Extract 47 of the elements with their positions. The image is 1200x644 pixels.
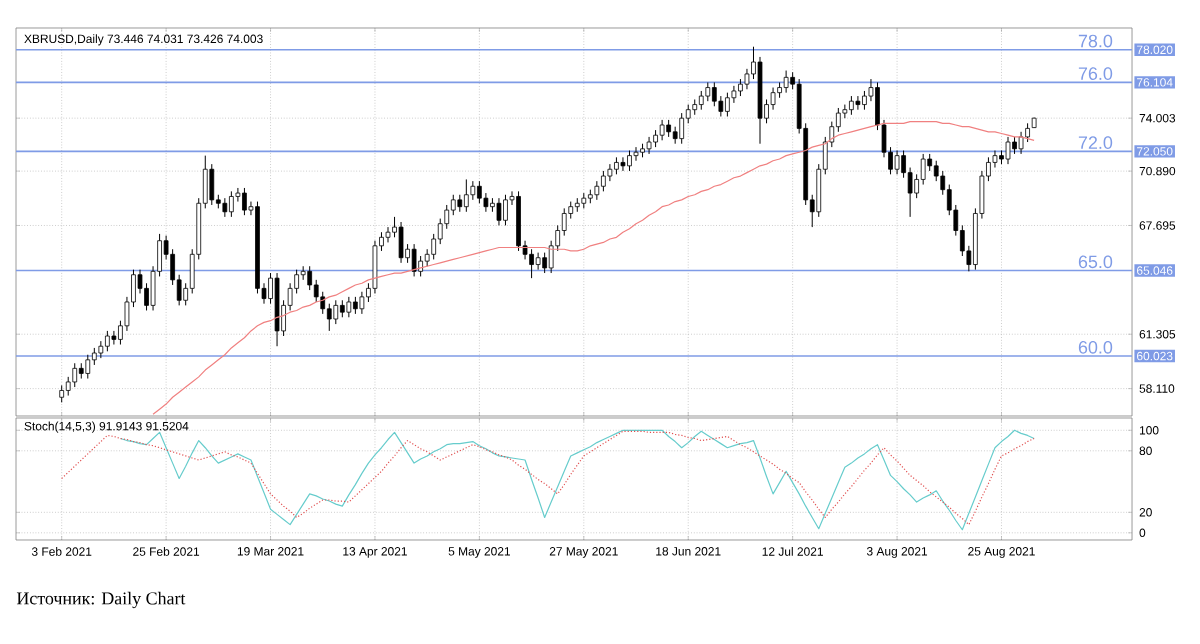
candlestick bbox=[105, 330, 110, 352]
candlestick bbox=[372, 240, 378, 294]
candlestick bbox=[209, 163, 215, 206]
candlestick bbox=[1018, 131, 1024, 155]
annotation: 78.0 bbox=[1078, 34, 1113, 48]
candlestick bbox=[849, 95, 854, 116]
candlestick bbox=[620, 156, 626, 172]
candlestick bbox=[72, 362, 78, 388]
candlestick bbox=[594, 180, 600, 201]
candlestick bbox=[679, 112, 685, 145]
candlestick bbox=[326, 303, 332, 332]
candlestick bbox=[542, 252, 547, 274]
candlestick bbox=[222, 197, 228, 218]
candlestick bbox=[450, 194, 456, 216]
candlestick bbox=[698, 90, 704, 111]
annotation: 72.0 bbox=[1078, 136, 1113, 149]
annotation: 76.0 bbox=[1078, 67, 1113, 80]
candlestick bbox=[242, 187, 247, 216]
candlestick bbox=[920, 153, 926, 186]
candlestick bbox=[359, 291, 365, 315]
candlestick bbox=[307, 265, 313, 291]
candlestick bbox=[783, 70, 789, 94]
candlestick bbox=[725, 92, 730, 117]
candlestick bbox=[333, 299, 339, 325]
candlestick bbox=[705, 81, 711, 102]
candlestick bbox=[646, 136, 652, 155]
annotation: 60.0 bbox=[1078, 340, 1113, 354]
candlestick bbox=[85, 354, 91, 380]
candlestick bbox=[855, 95, 861, 111]
candlestick bbox=[411, 243, 417, 277]
candlestick bbox=[346, 296, 352, 318]
candlestick bbox=[477, 180, 482, 204]
candlestick bbox=[111, 330, 117, 346]
annotation: 65.0 bbox=[1078, 255, 1113, 269]
candlestick bbox=[535, 252, 541, 271]
candlestick bbox=[659, 119, 665, 141]
candlestick bbox=[894, 150, 900, 175]
candlestick bbox=[1005, 136, 1011, 165]
candlestick bbox=[627, 150, 632, 172]
candlestick bbox=[496, 197, 502, 226]
text: Источник: Daily Chart bbox=[16, 591, 186, 609]
candlestick bbox=[503, 194, 508, 226]
candlestick bbox=[229, 190, 234, 218]
candlestick bbox=[601, 170, 606, 192]
candlestick bbox=[529, 248, 534, 279]
candlestick bbox=[398, 221, 404, 264]
candlestick bbox=[463, 178, 469, 213]
